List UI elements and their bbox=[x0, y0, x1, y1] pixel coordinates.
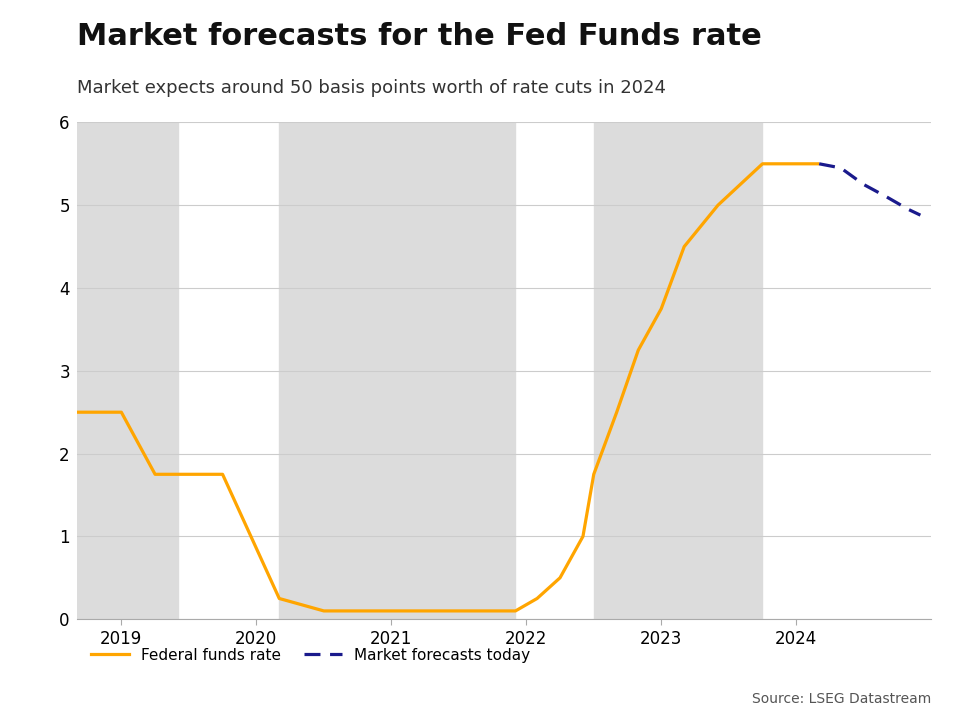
Bar bbox=[279, 122, 516, 619]
Text: Source: LSEG Datastream: Source: LSEG Datastream bbox=[752, 692, 931, 706]
Text: Market expects around 50 basis points worth of rate cuts in 2024: Market expects around 50 basis points wo… bbox=[77, 79, 666, 97]
Bar bbox=[593, 122, 762, 619]
Bar bbox=[77, 122, 178, 619]
Legend: Federal funds rate, Market forecasts today: Federal funds rate, Market forecasts tod… bbox=[84, 642, 537, 669]
Text: Market forecasts for the Fed Funds rate: Market forecasts for the Fed Funds rate bbox=[77, 22, 761, 50]
